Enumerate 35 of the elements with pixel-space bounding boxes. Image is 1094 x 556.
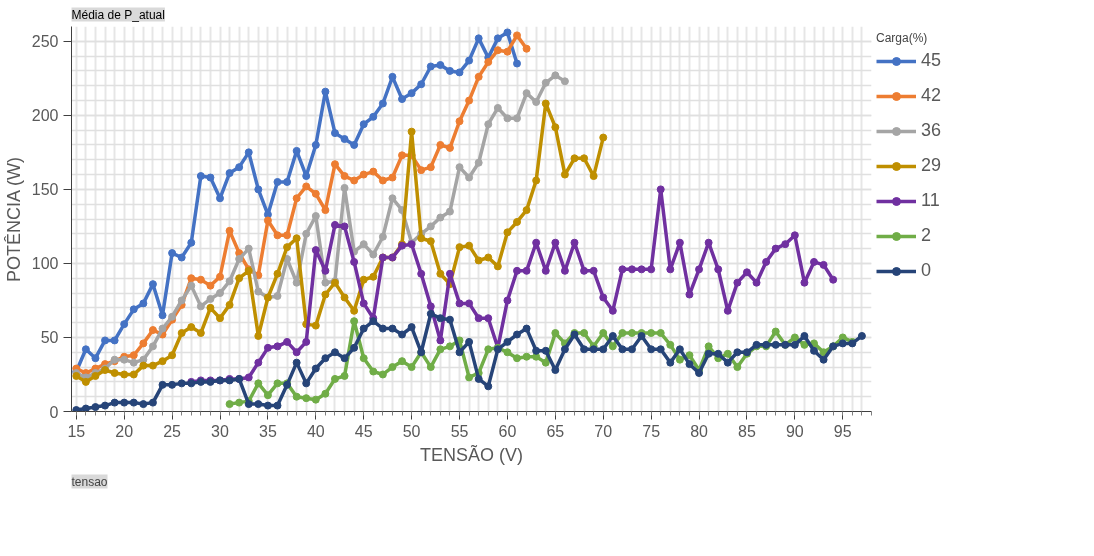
y-tick-label: 100	[31, 255, 59, 273]
text: tensao	[71, 474, 108, 489]
y-axis-title: POTÊNCIA (W)	[3, 157, 24, 282]
legend-label: 11	[921, 190, 941, 211]
x-tick-label: 55	[450, 422, 469, 440]
legend-label: 36	[921, 120, 943, 141]
legend-label: 29	[921, 155, 943, 176]
x-tick-label: 20	[115, 422, 134, 440]
y-tick-label: 50	[40, 329, 59, 347]
x-tick-label: 25	[163, 422, 182, 440]
x-tick-label: 95	[833, 422, 852, 440]
legend-label: 2	[921, 225, 932, 246]
x-tick-label: 80	[690, 422, 709, 440]
y-tick-label: 200	[31, 107, 59, 125]
x-tick-label: 40	[306, 422, 325, 440]
x-tick-label: 75	[642, 422, 661, 440]
y-tick-label: 0	[49, 403, 59, 421]
x-tick-label: 60	[498, 422, 517, 440]
y-tick-label: 150	[31, 181, 59, 199]
x-tick-label: 65	[546, 422, 565, 440]
x-tick-label: 90	[785, 422, 804, 440]
legend-title: Carga(%)	[876, 31, 929, 45]
legend-label: 42	[921, 85, 943, 106]
x-tick-label: 85	[738, 422, 756, 440]
x-tick-label: 45	[354, 422, 373, 440]
legend-label: 0	[921, 260, 932, 281]
chart-title: Média de P_atual	[71, 7, 165, 22]
x-tick-label: 50	[402, 422, 421, 440]
legend-label: 45	[921, 50, 943, 71]
x-axis-title: TENSÃO (V)	[420, 443, 524, 465]
x-tick-label: 15	[67, 422, 86, 440]
x-tick-label: 70	[594, 422, 613, 440]
y-tick-label: 250	[31, 33, 59, 51]
x-tick-label: 30	[211, 422, 229, 440]
x-tick-label: 35	[259, 422, 277, 440]
